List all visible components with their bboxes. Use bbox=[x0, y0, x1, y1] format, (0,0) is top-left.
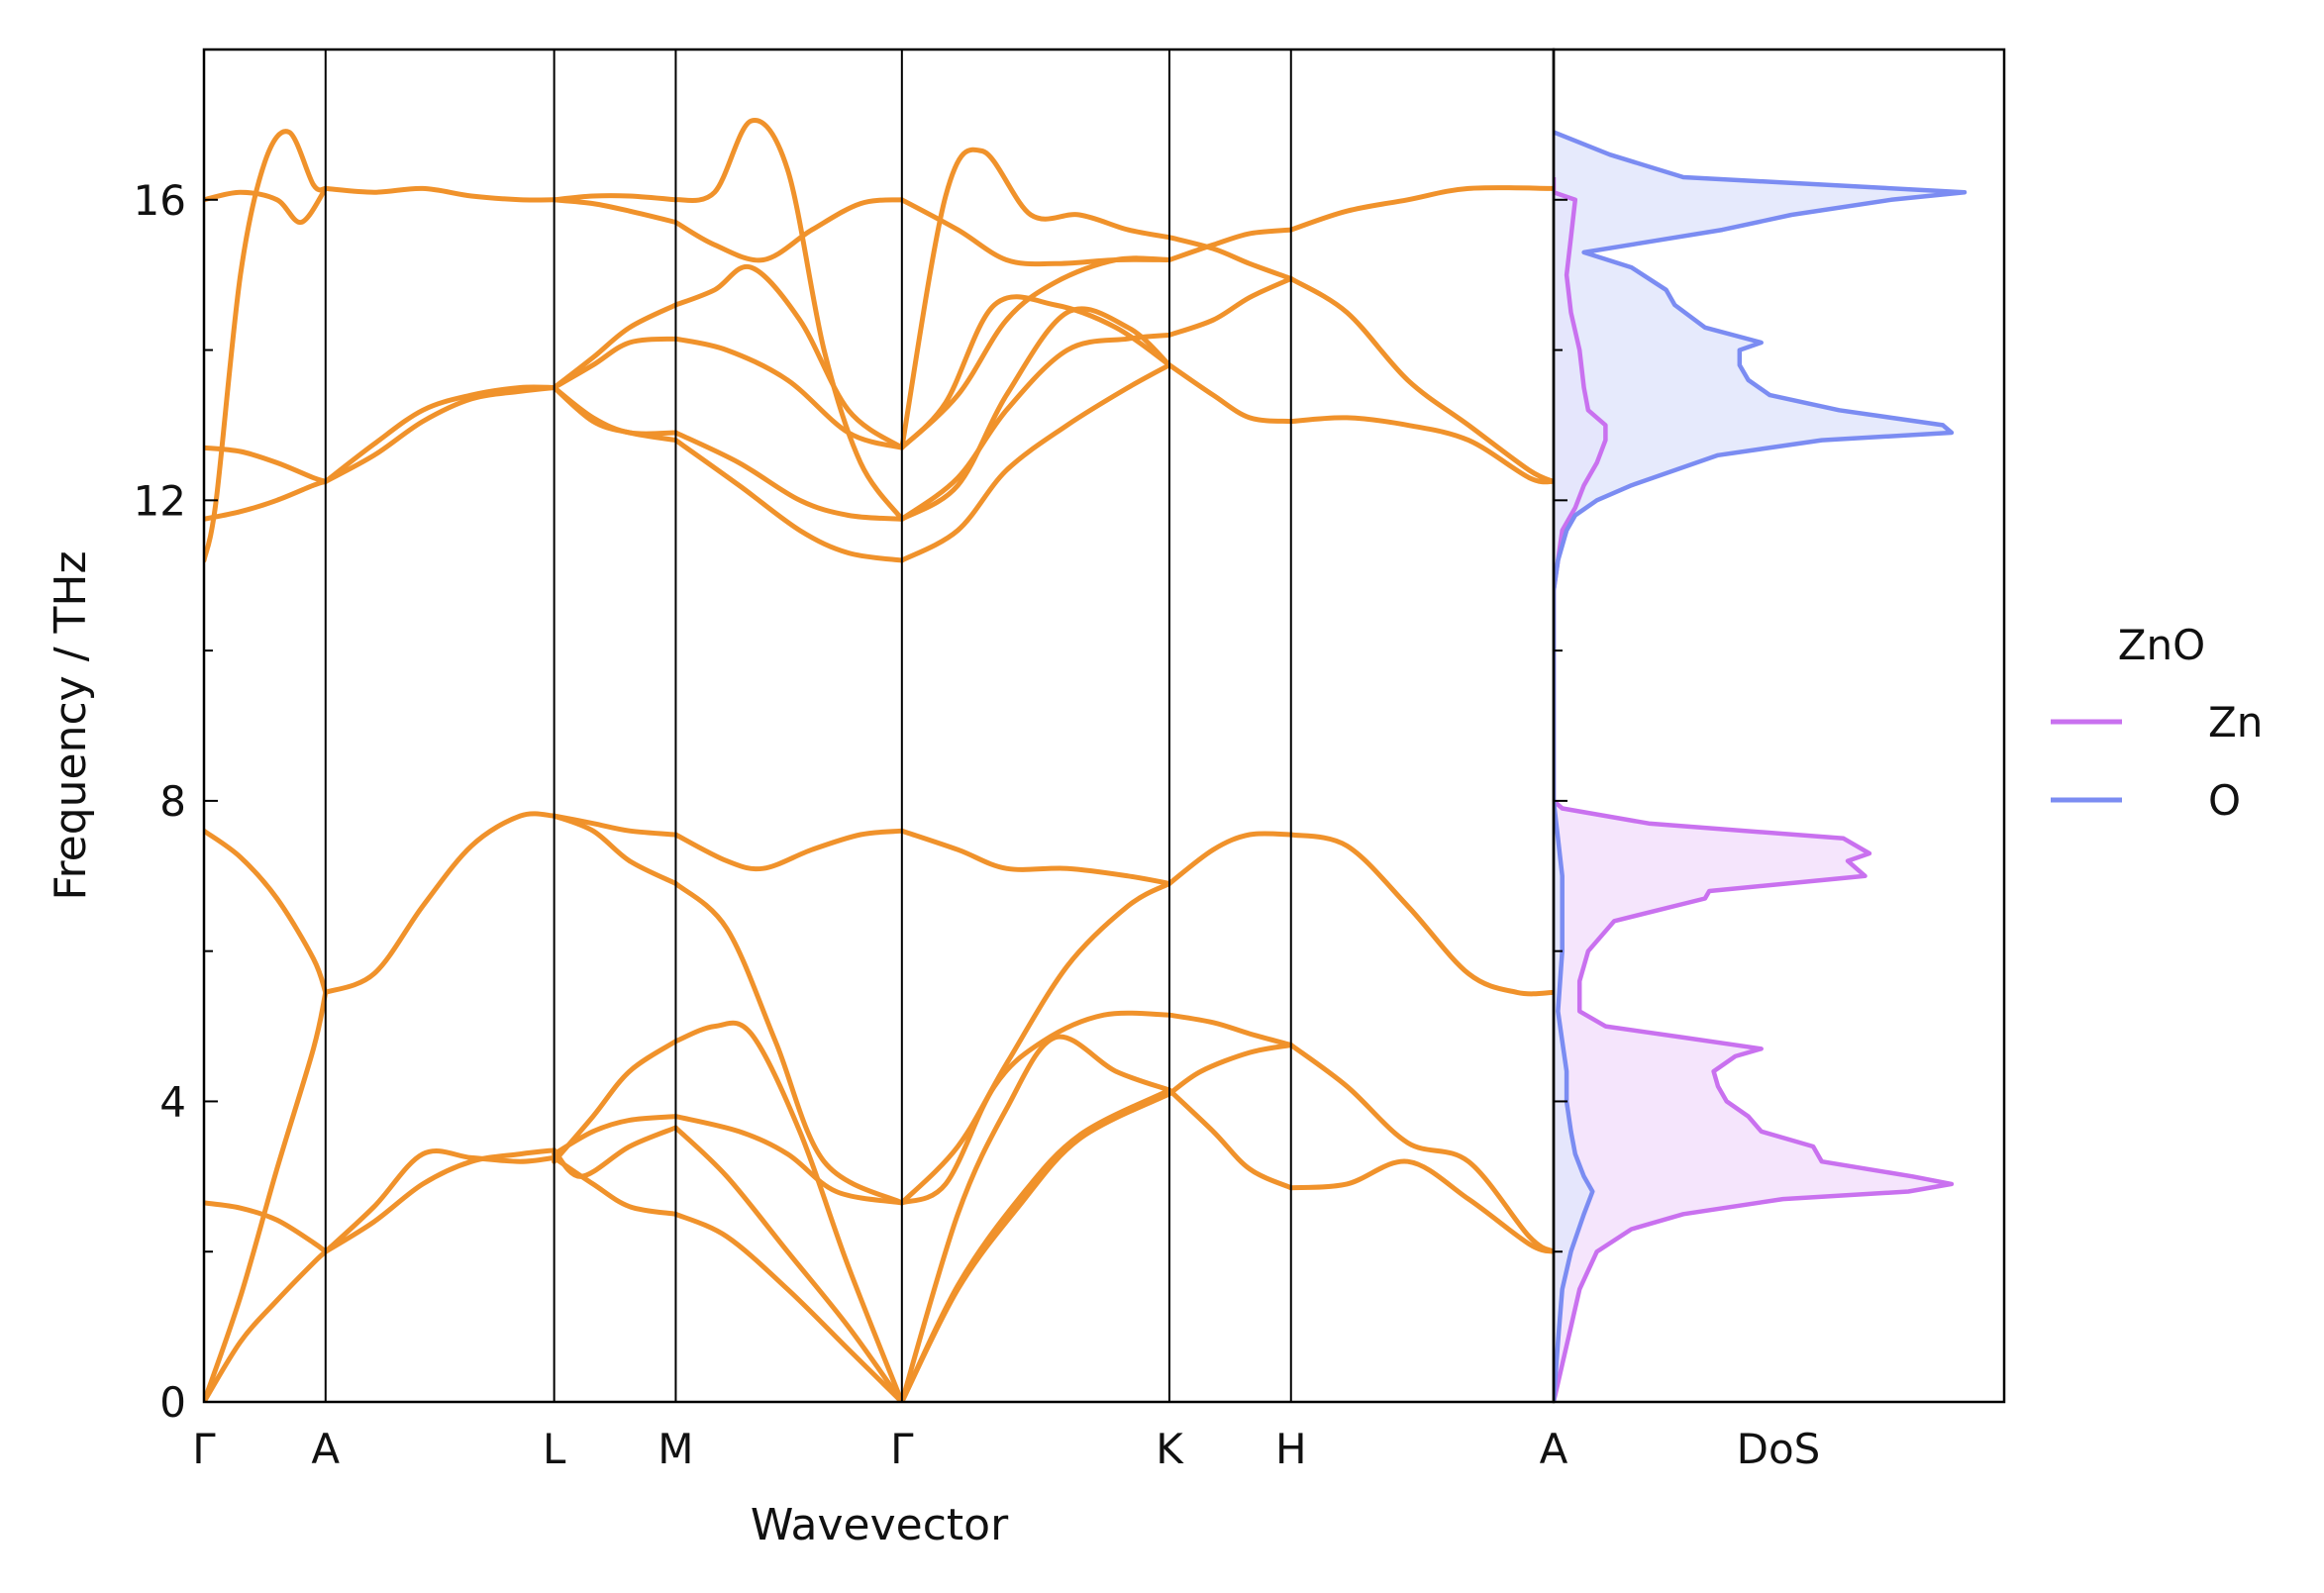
band-branch-21 bbox=[552, 385, 678, 437]
band-branch-54 bbox=[1166, 831, 1294, 886]
band-structure-panel bbox=[204, 118, 1554, 1402]
dos-fill-zn bbox=[1554, 177, 1952, 1402]
band-branch-33 bbox=[672, 430, 905, 522]
band-branch-44 bbox=[899, 362, 1172, 563]
dos-fill-o bbox=[1554, 132, 1965, 1402]
dos-panel bbox=[1554, 130, 1968, 1402]
x-tick-label: L bbox=[543, 1425, 566, 1473]
band-branch-13 bbox=[323, 185, 557, 203]
band-branch-32 bbox=[672, 438, 905, 563]
band-branch-23 bbox=[552, 302, 678, 390]
dos-line-o bbox=[1554, 130, 1968, 1402]
band-branch-62 bbox=[1288, 415, 1554, 485]
band-branch-43 bbox=[899, 828, 1172, 886]
band-branch-19 bbox=[552, 813, 678, 838]
y-tick-label: 8 bbox=[159, 777, 186, 826]
band-branch-8 bbox=[323, 1148, 557, 1254]
band-branch-17 bbox=[552, 1039, 678, 1164]
band-branch-29 bbox=[672, 1020, 905, 1402]
x-tick-label: K bbox=[1156, 1425, 1184, 1473]
legend-title: ZnO bbox=[2118, 621, 2205, 669]
band-branch-14 bbox=[552, 1154, 678, 1217]
x-tick-label: H bbox=[1275, 1425, 1307, 1473]
band-branch-3 bbox=[204, 828, 329, 995]
y-tick-label: 4 bbox=[159, 1077, 186, 1126]
band-branch-26 bbox=[672, 1211, 905, 1402]
band-branch-0 bbox=[204, 1248, 329, 1402]
legend: ZnO Zn O bbox=[2051, 621, 2263, 825]
band-branch-47 bbox=[899, 294, 1172, 450]
band-branch-2 bbox=[204, 1200, 329, 1254]
band-branch-25 bbox=[552, 193, 678, 203]
band-branch-7 bbox=[204, 185, 329, 225]
x-tick-label: Γ bbox=[890, 1425, 914, 1473]
legend-label-zn: Zn bbox=[2208, 698, 2263, 747]
band-branch-50 bbox=[899, 197, 1172, 267]
x-tick-label: A bbox=[1540, 1425, 1568, 1473]
x-tick-label: Γ bbox=[192, 1425, 216, 1473]
band-branch-34 bbox=[672, 336, 905, 450]
band-branch-31 bbox=[672, 828, 905, 872]
x-tick-label: A bbox=[311, 1425, 340, 1473]
band-branch-16 bbox=[552, 1125, 678, 1179]
band-branch-1 bbox=[204, 989, 329, 1402]
band-branch-28 bbox=[672, 1114, 905, 1206]
band-branch-37 bbox=[672, 118, 905, 522]
band-branch-60 bbox=[1288, 1043, 1554, 1254]
y-axis-label: Frequency / THz bbox=[46, 550, 96, 900]
band-branch-35 bbox=[672, 263, 905, 450]
band-branch-30 bbox=[672, 880, 905, 1206]
band-branch-22 bbox=[552, 336, 678, 390]
band-branch-49 bbox=[899, 147, 1172, 450]
y-tick-label: 12 bbox=[134, 476, 186, 525]
band-branch-45 bbox=[899, 332, 1172, 522]
band-branch-53 bbox=[1166, 1012, 1294, 1047]
band-branch-27 bbox=[672, 1125, 905, 1402]
band-branch-61 bbox=[1288, 832, 1554, 997]
band-branch-63 bbox=[1288, 276, 1554, 484]
band-branch-6 bbox=[204, 445, 329, 484]
band-branch-59 bbox=[1288, 1158, 1554, 1254]
band-branch-51 bbox=[1166, 1043, 1294, 1097]
x-tick-label: M bbox=[657, 1425, 693, 1473]
band-branch-11 bbox=[323, 384, 557, 484]
band-branch-56 bbox=[1166, 276, 1294, 338]
band-branch-40 bbox=[899, 1034, 1172, 1402]
band-branch-4 bbox=[204, 129, 329, 563]
band-branch-64 bbox=[1288, 185, 1554, 233]
band-branch-58 bbox=[1166, 235, 1294, 281]
dos-axes-frame bbox=[1552, 48, 2006, 1404]
legend-label-o: O bbox=[2208, 776, 2241, 825]
band-branch-48 bbox=[899, 255, 1172, 450]
band-branch-5 bbox=[204, 478, 329, 522]
band-branch-9 bbox=[323, 1147, 557, 1254]
high-symmetry-lines bbox=[324, 50, 1292, 1402]
y-tick-label: 0 bbox=[159, 1378, 186, 1427]
x-axis-label: Wavevector bbox=[751, 1500, 1009, 1550]
y-tick-label: 16 bbox=[134, 176, 186, 225]
dos-line-zn bbox=[1554, 177, 1955, 1402]
band-branch-52 bbox=[1166, 1087, 1294, 1191]
axes-frame bbox=[202, 48, 2006, 1404]
band-branch-12 bbox=[323, 385, 557, 484]
band-branch-36 bbox=[672, 197, 905, 263]
band-branch-41 bbox=[899, 1010, 1172, 1206]
band-branch-55 bbox=[1166, 362, 1294, 425]
band-branch-46 bbox=[899, 306, 1172, 522]
band-branch-24 bbox=[552, 197, 678, 225]
band-branch-39 bbox=[899, 1087, 1172, 1402]
tick-labels: 0 4 8 12 16 Γ A L M Γ K H A bbox=[134, 176, 1568, 1473]
band-branch-38 bbox=[899, 1091, 1172, 1402]
dos-axis-label: DoS bbox=[1737, 1425, 1821, 1473]
band-branch-10 bbox=[323, 811, 557, 995]
band-branch-57 bbox=[1166, 227, 1294, 262]
band-branch-42 bbox=[899, 880, 1172, 1206]
